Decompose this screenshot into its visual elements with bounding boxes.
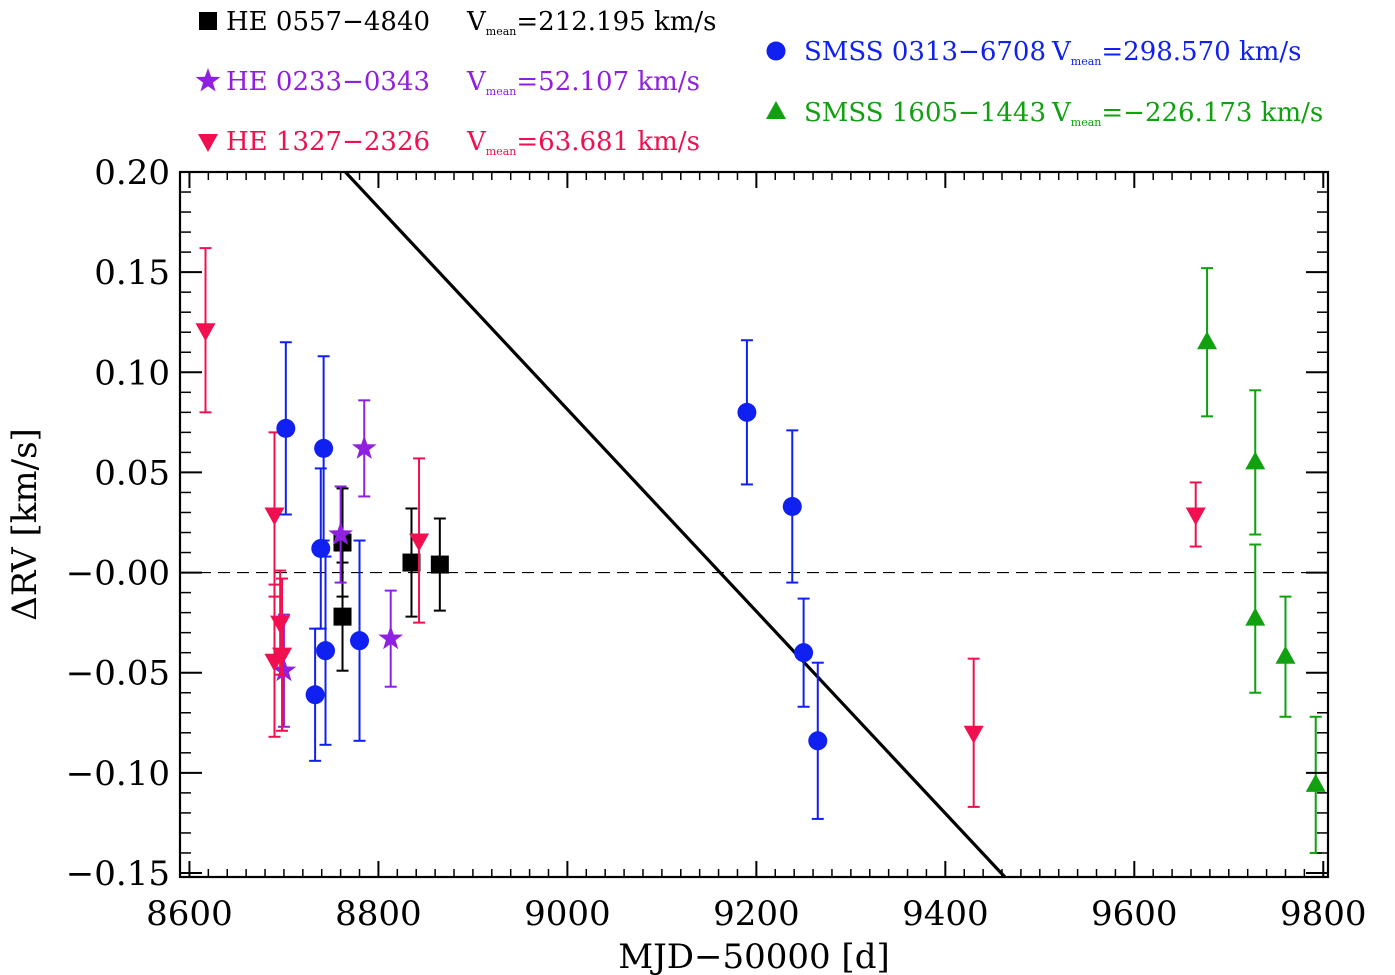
series-3 [276,339,828,820]
x-tick-label: 8600 [146,894,233,934]
data-point [271,657,297,682]
data-point [1245,607,1266,626]
legend-entry-0: HE 0557−4840 Vmean=212.195 km/s [199,7,716,38]
legend-entry-4: SMSS 1605−1443 Vmean=−226.173 km/s [766,98,1323,129]
x-tick-label: 9000 [524,894,611,934]
legend-entry-1: HE 0233−0343 Vmean=52.107 km/s [195,67,700,98]
data-point [409,533,430,552]
data-point [1197,331,1218,350]
data-point [276,418,296,438]
x-axis-title: MJD−50000 [d] [618,937,889,975]
data-point [1275,645,1296,664]
y-tick-label: 0.20 [94,153,170,193]
x-tick-label: 9200 [713,894,800,934]
data-point [378,625,404,650]
data-point [808,731,828,751]
legend-series-name: HE 1327−2326 [226,127,430,157]
data-point [402,553,421,572]
series-2 [195,247,1206,808]
data-point [333,607,352,626]
legend-marker [766,101,786,119]
data-point [316,641,336,661]
legend-vmean: Vmean=212.195 km/s [466,7,716,38]
y-axis-title: ΔRV [km/s] [5,428,45,621]
data-point [1245,451,1266,470]
legend: HE 0557−4840 Vmean=212.195 km/s HE 0233−03… [195,7,1323,158]
legend-series-name: HE 0557−4840 [226,7,430,37]
legend-vmean: Vmean=63.681 km/s [466,127,700,158]
x-tick-label: 9400 [902,894,989,934]
y-tick-label: 0.05 [94,453,170,493]
data-point [351,435,377,459]
y-tick-label: −0.00 [66,554,170,594]
data-point [350,631,370,651]
y-tick-label: −0.15 [66,854,170,894]
data-point [963,725,984,744]
data-point [737,402,757,422]
y-tick-label: 0.15 [94,253,170,293]
trend-line [344,170,1007,879]
data-point [314,438,334,458]
plot-frame [178,170,1330,879]
data-point [264,507,285,526]
data-point [1185,507,1206,526]
data-point [794,643,814,663]
legend-marker [198,134,218,152]
data-point [328,521,353,545]
data-point [272,647,293,666]
legend-vmean: Vmean=−226.173 km/s [1051,98,1323,129]
legend-series-name: SMSS 0313−6708 [804,37,1046,67]
data-point [270,615,291,634]
legend-marker [195,68,221,92]
legend-entry-2: HE 1327−2326 Vmean=63.681 km/s [198,127,700,158]
legend-series-name: SMSS 1605−1443 [804,98,1046,128]
data-point [1305,773,1326,792]
legend-marker [766,41,786,61]
x-tick-label: 9800 [1280,894,1367,934]
data-point [782,496,802,516]
y-tick-label: 0.10 [94,353,170,393]
series-1 [271,399,404,728]
legend-series-name: HE 0233−0343 [226,67,430,97]
y-tick-label: −0.05 [66,654,170,694]
data-point [195,323,216,342]
series-4 [1197,267,1326,854]
data-point [311,539,331,559]
data-point [430,555,449,574]
x-tick-label: 9600 [1091,894,1178,934]
axes-layer: 8600 8800 9000 9200 9400 9600 9800 0.20 0.15 0.10… [5,153,1367,975]
y-tick-label: −0.10 [66,754,170,794]
x-tick-label: 8800 [335,894,422,934]
legend-entry-3: SMSS 0313−6708 Vmean=298.570 km/s [766,37,1301,68]
legend-marker [199,12,217,30]
points-layer [195,247,1326,854]
legend-vmean: Vmean=52.107 km/s [466,67,700,98]
legend-vmean: Vmean=298.570 km/s [1051,37,1301,68]
lines-layer [180,170,1328,879]
data-point [305,685,325,705]
